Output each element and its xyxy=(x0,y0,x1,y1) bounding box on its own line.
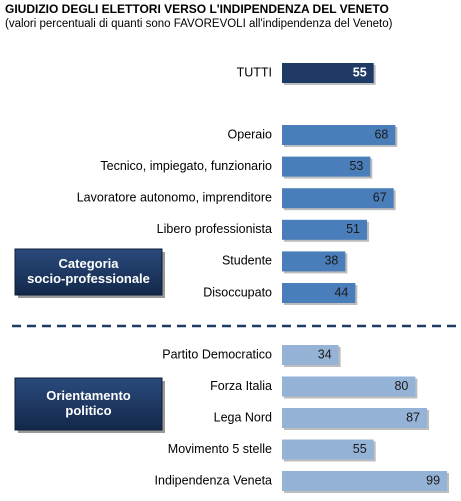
category-label: Lega Nord xyxy=(214,410,272,424)
chart-subtitle: (valori percentuali di quanti sono FAVOR… xyxy=(5,18,393,30)
value-label: 34 xyxy=(318,347,332,361)
category-label: Partito Democratico xyxy=(162,347,272,361)
group-label: socio-professionale xyxy=(27,271,150,286)
category-label: Lavoratore autonomo, imprenditore xyxy=(77,190,272,204)
bar xyxy=(282,376,416,397)
value-label: 44 xyxy=(334,285,348,299)
group-label: Categoria xyxy=(59,256,120,271)
category-label: Tecnico, impiegato, funzionario xyxy=(100,159,272,173)
group-box xyxy=(14,248,163,296)
bar xyxy=(282,251,346,272)
bar xyxy=(282,408,428,428)
category-label: Disoccupato xyxy=(203,285,272,299)
category-label: Operaio xyxy=(228,127,273,141)
bar xyxy=(282,439,374,460)
bar xyxy=(282,63,374,83)
bar xyxy=(282,125,396,145)
group-label: Orientamento xyxy=(46,388,131,403)
value-label: 55 xyxy=(353,65,367,79)
value-label: 80 xyxy=(394,379,408,393)
category-label: Indipendenza Veneta xyxy=(155,473,273,487)
category-label: TUTTI xyxy=(237,65,272,79)
bar xyxy=(282,219,368,240)
group-box xyxy=(14,377,163,431)
bar xyxy=(282,188,394,209)
category-label: Studente xyxy=(222,254,272,268)
bar xyxy=(282,156,371,177)
category-label: Forza Italia xyxy=(210,379,272,393)
bar xyxy=(282,283,356,303)
value-label: 87 xyxy=(406,410,420,424)
value-label: 51 xyxy=(346,222,360,236)
value-label: 53 xyxy=(349,159,363,173)
value-label: 68 xyxy=(374,127,388,141)
value-label: 67 xyxy=(373,190,387,204)
bar xyxy=(282,345,339,365)
bar xyxy=(282,471,448,491)
value-label: 55 xyxy=(353,442,367,456)
category-label: Movimento 5 stelle xyxy=(168,442,272,456)
value-label: 99 xyxy=(426,473,440,487)
value-label: 38 xyxy=(324,254,338,268)
category-label: Libero professionista xyxy=(157,222,272,236)
group-label: politico xyxy=(65,403,111,418)
chart-title: GIUDIZIO DEGLI ELETTORI VERSO L'INDIPEND… xyxy=(5,2,389,16)
